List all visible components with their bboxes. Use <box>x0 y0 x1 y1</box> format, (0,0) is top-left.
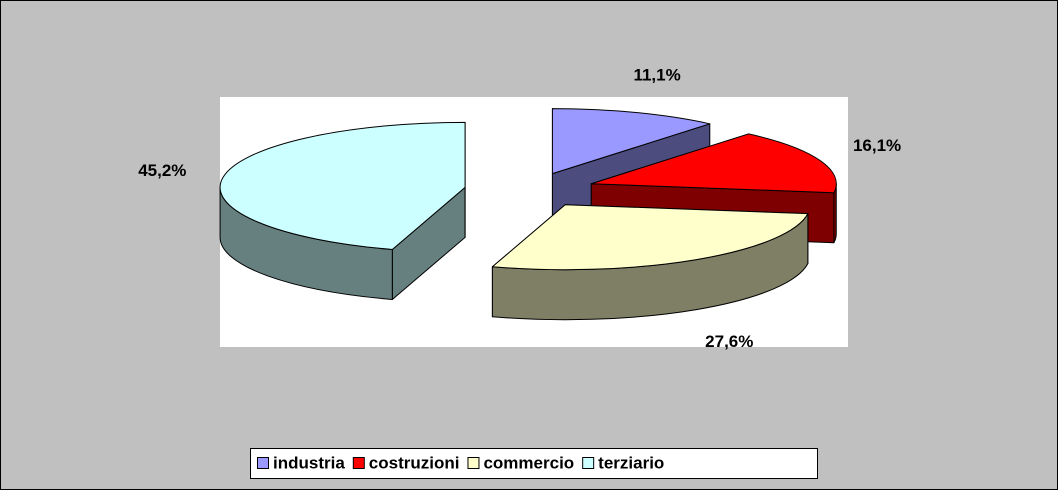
data-label: 45,2% <box>138 161 186 180</box>
slice-top <box>219 121 466 250</box>
slice-top <box>491 204 809 271</box>
legend-label: industria <box>273 453 345 472</box>
legend-label: costruzioni <box>369 453 460 472</box>
data-label: 16,1% <box>853 136 901 155</box>
legend-swatch <box>257 457 269 469</box>
legend-label: commercio <box>483 453 574 472</box>
legend-swatch <box>582 457 595 469</box>
legend-swatch <box>467 457 480 469</box>
legend-swatch <box>352 457 365 469</box>
slice-top <box>590 133 837 194</box>
data-label: 11,1% <box>633 65 680 84</box>
legend-label: terziario <box>598 453 664 472</box>
data-label: 27,6% <box>705 332 753 351</box>
legend <box>250 448 818 479</box>
legend-entries: industria costruzioni commercio terziario <box>257 453 664 472</box>
slice-top <box>551 108 711 175</box>
pie <box>219 108 837 321</box>
